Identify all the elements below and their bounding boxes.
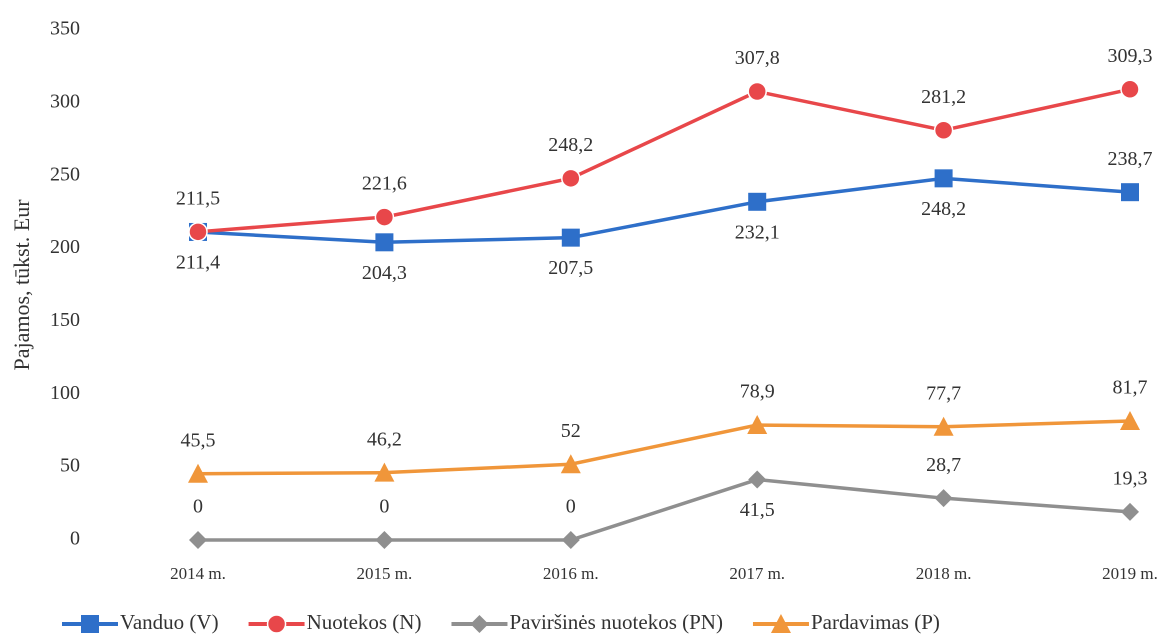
x-tick-label: 2015 m. (357, 564, 413, 583)
data-label: 281,2 (921, 86, 966, 108)
point (375, 531, 394, 549)
series-line (197, 419, 1131, 476)
series-line (197, 87, 1131, 234)
y-tick-label: 0 (70, 528, 80, 550)
data-label: 52 (561, 420, 581, 442)
data-label: 221,6 (362, 173, 407, 195)
data-label: 248,2 (548, 134, 593, 156)
y-tick-label: 50 (60, 455, 80, 477)
x-tick-label: 2017 m. (729, 564, 785, 583)
data-label: 248,2 (921, 198, 966, 220)
y-tick-label: 200 (50, 236, 80, 258)
data-label: 45,5 (181, 429, 216, 451)
point (561, 228, 580, 247)
data-label: 207,5 (548, 257, 593, 279)
y-tick-label: 350 (50, 18, 80, 40)
data-label: 41,5 (740, 499, 775, 521)
data-label: 211,5 (176, 187, 220, 209)
point (188, 222, 208, 242)
point (189, 531, 207, 549)
y-tick-label: 250 (50, 163, 80, 185)
point (748, 470, 767, 489)
data-label: 81,7 (1113, 377, 1148, 399)
y-tick-label: 300 (50, 90, 80, 112)
point (1121, 183, 1139, 202)
point (934, 489, 953, 508)
data-label: 211,4 (176, 252, 220, 274)
data-label: 46,2 (367, 428, 402, 450)
data-label: 0 (379, 496, 389, 518)
point (374, 462, 395, 482)
point (747, 81, 767, 102)
data-label: 309,3 (1108, 45, 1153, 67)
x-tick-label: 2014 m. (170, 564, 226, 583)
point (561, 168, 581, 189)
point (188, 463, 208, 483)
data-label: 232,1 (735, 221, 780, 243)
legend-marker (470, 615, 489, 633)
data-label: 307,8 (735, 47, 780, 69)
point (1120, 79, 1140, 100)
y-axis-label: Pajamos, tūkst. Eur (9, 199, 34, 371)
point (747, 415, 768, 435)
point (375, 233, 394, 252)
x-tick-label: 2016 m. (543, 564, 599, 583)
x-tick-label: 2018 m. (916, 564, 972, 583)
point (748, 192, 767, 211)
data-label: 0 (566, 496, 576, 518)
point (374, 207, 395, 227)
y-tick-label: 100 (50, 382, 80, 404)
point (561, 531, 580, 549)
y-tick-label: 150 (50, 309, 80, 331)
legend-marker (770, 614, 791, 633)
legend-label: Paviršinės nuotekos (PN) (509, 610, 723, 634)
data-label: 19,3 (1113, 467, 1148, 489)
data-label: 238,7 (1108, 148, 1153, 170)
data-label: 77,7 (926, 382, 961, 404)
x-tick-label: 2019 m. (1102, 564, 1158, 583)
point (934, 169, 953, 188)
legend-label: Pardavimas (P) (811, 610, 940, 634)
legend-label: Nuotekos (N) (307, 610, 422, 634)
data-label: 0 (193, 496, 203, 518)
series-line (198, 477, 1131, 542)
point (1121, 502, 1139, 521)
point (933, 416, 954, 436)
legend-marker (266, 614, 287, 634)
legend-label: Vanduo (V) (120, 610, 219, 634)
point (1120, 410, 1140, 430)
legend-marker (81, 615, 99, 633)
data-label: 28,7 (926, 454, 961, 476)
data-label: 204,3 (362, 262, 407, 284)
point (933, 120, 954, 141)
data-label: 78,9 (740, 381, 775, 403)
point (560, 454, 581, 474)
series-line (197, 176, 1131, 245)
